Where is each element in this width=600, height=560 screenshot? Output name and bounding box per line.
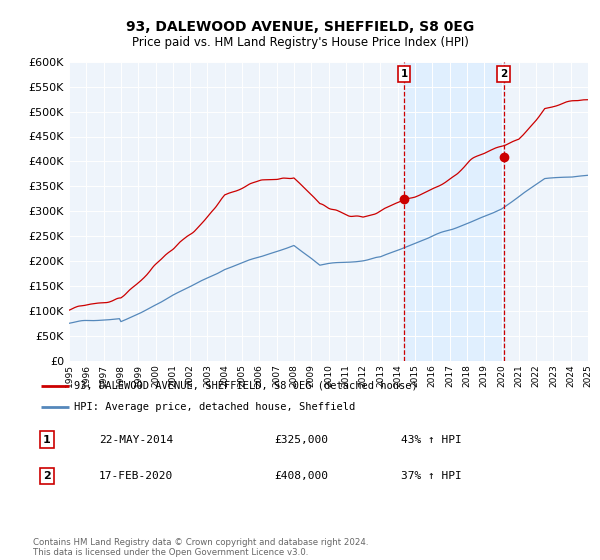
- Text: 37% ↑ HPI: 37% ↑ HPI: [401, 471, 461, 481]
- Text: 93, DALEWOOD AVENUE, SHEFFIELD, S8 0EG (detached house): 93, DALEWOOD AVENUE, SHEFFIELD, S8 0EG (…: [74, 381, 418, 391]
- Text: 43% ↑ HPI: 43% ↑ HPI: [401, 435, 461, 445]
- Text: 2: 2: [500, 69, 507, 79]
- Bar: [404, 62, 503, 361]
- Text: £325,000: £325,000: [275, 435, 329, 445]
- Text: 2: 2: [43, 471, 50, 481]
- Text: HPI: Average price, detached house, Sheffield: HPI: Average price, detached house, Shef…: [74, 402, 355, 412]
- Text: 93, DALEWOOD AVENUE, SHEFFIELD, S8 0EG: 93, DALEWOOD AVENUE, SHEFFIELD, S8 0EG: [126, 20, 474, 34]
- Text: Price paid vs. HM Land Registry's House Price Index (HPI): Price paid vs. HM Land Registry's House …: [131, 36, 469, 49]
- Text: 1: 1: [43, 435, 50, 445]
- Text: 17-FEB-2020: 17-FEB-2020: [99, 471, 173, 481]
- Text: Contains HM Land Registry data © Crown copyright and database right 2024.
This d: Contains HM Land Registry data © Crown c…: [33, 538, 368, 557]
- Text: £408,000: £408,000: [275, 471, 329, 481]
- Text: 1: 1: [400, 69, 408, 79]
- Text: 22-MAY-2014: 22-MAY-2014: [99, 435, 173, 445]
